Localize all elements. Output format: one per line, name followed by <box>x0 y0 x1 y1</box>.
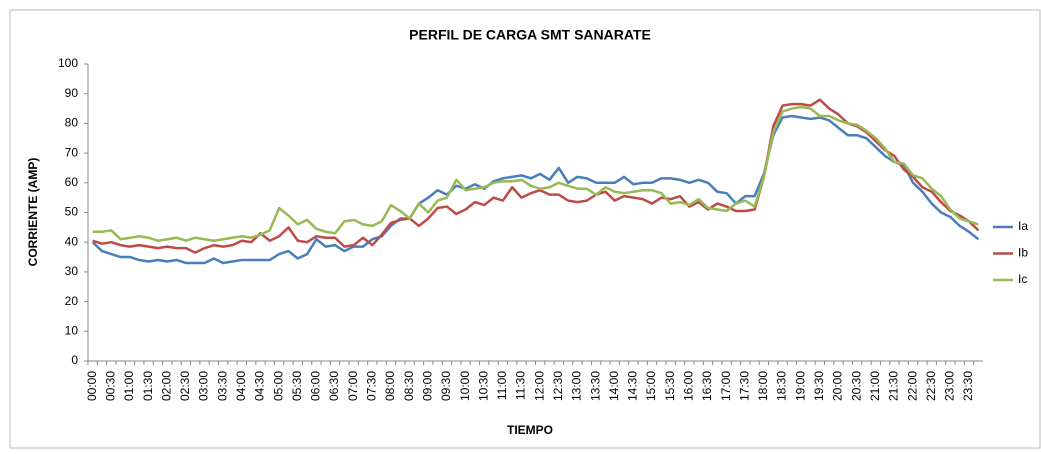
x-tick-label: 02:30 <box>178 371 192 401</box>
x-tick-label: 00:30 <box>103 371 117 401</box>
x-tick-label: 22:00 <box>905 371 919 401</box>
y-tick-label: 10 <box>65 323 79 337</box>
x-tick-label: 10:00 <box>458 371 472 401</box>
x-tick-label: 12:30 <box>551 371 565 401</box>
x-tick-label: 15:30 <box>663 371 677 401</box>
x-tick-label: 03:30 <box>215 371 229 401</box>
x-tick-label: 21:30 <box>887 371 901 401</box>
x-tick-label: 19:00 <box>793 371 807 401</box>
x-tick-label: 21:00 <box>868 371 882 401</box>
x-tick-label: 14:00 <box>607 371 621 401</box>
chart-frame <box>9 9 1041 449</box>
x-tick-label: 16:30 <box>700 371 714 401</box>
x-tick-label: 23:30 <box>961 371 975 401</box>
x-tick-label: 01:30 <box>141 371 155 401</box>
x-tick-label: 13:00 <box>570 371 584 401</box>
x-tick-label: 05:30 <box>290 371 304 401</box>
x-tick-label: 12:00 <box>532 371 546 401</box>
x-tick-label: 17:00 <box>719 371 733 401</box>
x-tick-label: 05:00 <box>271 371 285 401</box>
y-tick-label: 70 <box>65 145 79 159</box>
x-tick-label: 01:00 <box>122 371 136 401</box>
x-tick-label: 08:00 <box>383 371 397 401</box>
y-tick-label: 20 <box>65 294 79 308</box>
y-tick-label: 60 <box>65 175 79 189</box>
x-tick-label: 13:30 <box>588 371 602 401</box>
x-tick-label: 23:00 <box>943 371 957 401</box>
x-axis-label: TIEMPO <box>507 423 553 437</box>
x-tick-label: 18:00 <box>756 371 770 401</box>
legend-label: Ia <box>1018 219 1028 233</box>
x-tick-label: 04:30 <box>253 371 267 401</box>
x-tick-label: 02:00 <box>159 371 173 401</box>
series-line <box>92 105 979 242</box>
x-tick-label: 06:00 <box>309 371 323 401</box>
y-tick-label: 90 <box>65 86 79 100</box>
x-tick-label: 09:00 <box>420 371 434 401</box>
x-tick-label: 17:30 <box>737 371 751 401</box>
x-tick-label: 11:00 <box>495 371 509 400</box>
y-tick-label: 50 <box>65 205 79 219</box>
x-tick-label: 03:00 <box>197 371 211 401</box>
x-tick-label: 08:30 <box>402 371 416 401</box>
y-tick-label: 30 <box>65 264 79 278</box>
x-tick-label: 19:30 <box>812 371 826 401</box>
x-tick-label: 10:30 <box>476 371 490 401</box>
x-tick-label: 16:00 <box>682 371 696 401</box>
x-tick-label: 11:30 <box>514 371 528 400</box>
series-line <box>92 98 980 254</box>
x-tick-label: 04:00 <box>234 371 248 401</box>
x-tick-label: 20:30 <box>849 371 863 401</box>
y-tick-label: 80 <box>65 116 79 130</box>
x-tick-label: 15:00 <box>644 371 658 401</box>
x-tick-label: 07:30 <box>365 371 379 401</box>
x-tick-label: 07:00 <box>346 371 360 401</box>
y-axis-label: CORRIENTE (AMP) <box>26 158 40 267</box>
legend-label: Ib <box>1018 246 1028 260</box>
x-tick-label: 14:30 <box>626 371 640 401</box>
x-tick-label: 18:30 <box>775 371 789 401</box>
x-tick-label: 20:00 <box>831 371 845 401</box>
y-tick-label: 100 <box>58 56 78 70</box>
y-tick-label: 0 <box>71 353 78 367</box>
chart-title: PERFIL DE CARGA SMT SANARATE <box>409 27 651 43</box>
series-line <box>91 114 980 265</box>
x-tick-label: 22:30 <box>924 371 938 401</box>
legend-label: Ic <box>1018 272 1027 286</box>
x-tick-label: 09:30 <box>439 371 453 401</box>
x-tick-label: 00:00 <box>85 371 99 401</box>
y-tick-label: 40 <box>65 234 79 248</box>
x-tick-label: 06:30 <box>327 371 341 401</box>
